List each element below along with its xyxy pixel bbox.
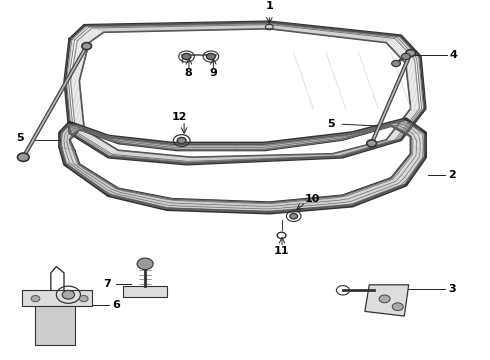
Circle shape (367, 140, 376, 147)
Circle shape (206, 53, 215, 60)
Circle shape (182, 53, 191, 60)
Polygon shape (365, 285, 409, 316)
Text: 7: 7 (103, 279, 111, 289)
Circle shape (137, 258, 153, 270)
Text: 10: 10 (305, 194, 320, 204)
FancyBboxPatch shape (35, 306, 75, 345)
FancyBboxPatch shape (123, 286, 167, 297)
Circle shape (379, 295, 390, 303)
Circle shape (82, 42, 92, 50)
Circle shape (79, 296, 88, 302)
Text: 12: 12 (172, 112, 187, 122)
Circle shape (290, 213, 297, 219)
FancyBboxPatch shape (23, 290, 93, 306)
Circle shape (177, 138, 186, 144)
Circle shape (392, 60, 400, 67)
Text: 1: 1 (266, 1, 273, 12)
Circle shape (31, 296, 40, 302)
Text: 11: 11 (273, 246, 289, 256)
Text: 5: 5 (327, 119, 335, 129)
Circle shape (18, 153, 29, 161)
Text: 2: 2 (448, 170, 456, 180)
Text: 3: 3 (448, 284, 456, 294)
Text: 5: 5 (16, 133, 24, 143)
Text: 6: 6 (112, 300, 120, 310)
Text: 8: 8 (184, 68, 192, 78)
Circle shape (406, 50, 416, 57)
Text: 4: 4 (450, 50, 458, 60)
Circle shape (392, 303, 403, 311)
Circle shape (401, 53, 410, 60)
Text: 9: 9 (209, 68, 217, 78)
Circle shape (62, 291, 74, 299)
